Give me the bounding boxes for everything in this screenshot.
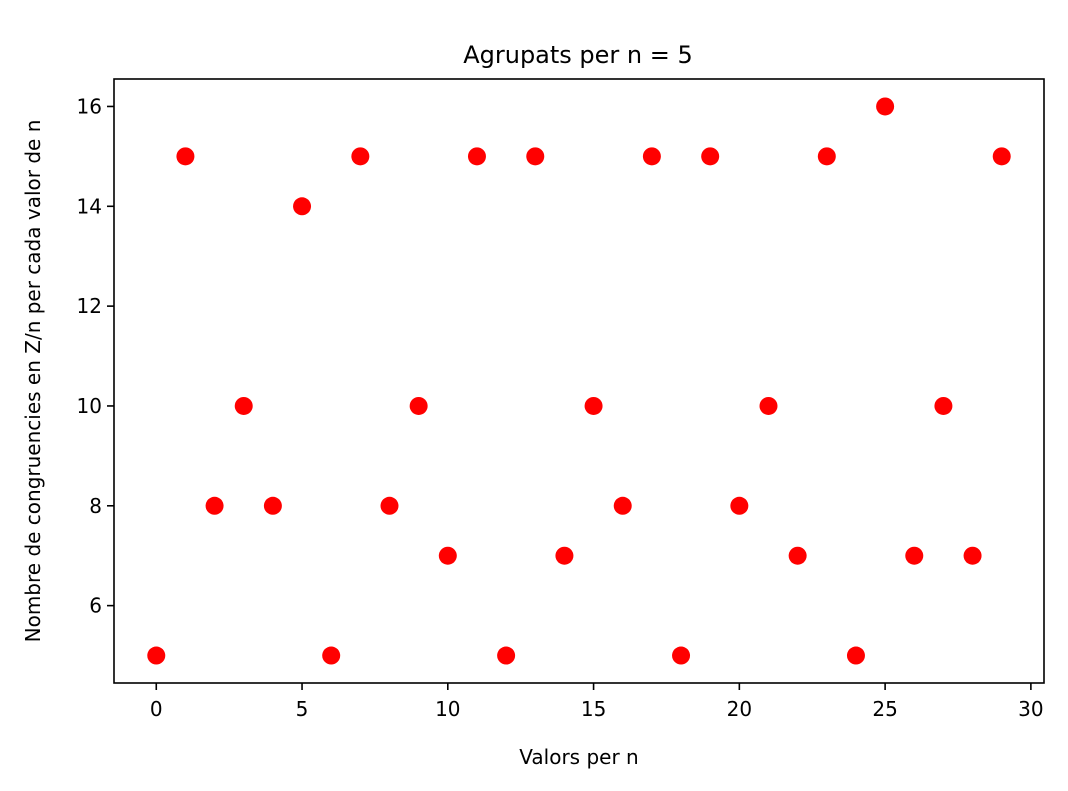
data-point — [205, 496, 224, 515]
data-point — [555, 546, 574, 565]
data-point — [642, 147, 661, 166]
data-point — [963, 546, 982, 565]
data-point — [438, 546, 457, 565]
data-point — [701, 147, 720, 166]
data-point — [846, 646, 865, 665]
x-tick-label: 30 — [1018, 697, 1043, 721]
y-axis-ticks: 6 8 10 12 14 16 — [77, 94, 114, 618]
data-point — [759, 396, 778, 415]
data-point — [934, 396, 953, 415]
data-point — [584, 396, 603, 415]
data-point — [613, 496, 632, 515]
data-point — [526, 147, 545, 166]
chart-title: Agrupats per n = 5 — [463, 41, 693, 69]
x-tick-label: 25 — [872, 697, 897, 721]
y-tick-label: 16 — [77, 94, 102, 118]
data-point — [234, 396, 253, 415]
data-point — [351, 147, 370, 166]
data-point — [147, 646, 166, 665]
data-point — [497, 646, 516, 665]
data-point — [409, 396, 428, 415]
y-tick-label: 6 — [89, 594, 102, 618]
data-point — [876, 97, 895, 116]
x-tick-label: 15 — [581, 697, 606, 721]
x-tick-label: 20 — [727, 697, 752, 721]
data-point — [322, 646, 341, 665]
data-points — [147, 97, 1011, 665]
y-tick-label: 12 — [77, 294, 102, 318]
data-point — [293, 197, 312, 216]
x-tick-label: 0 — [150, 697, 163, 721]
y-axis-label: Nombre de congruencies en Z/n per cada v… — [21, 120, 45, 643]
data-point — [380, 496, 399, 515]
x-axis-ticks: 0 5 10 15 20 25 30 — [150, 683, 1044, 721]
data-point — [788, 546, 807, 565]
data-point — [730, 496, 749, 515]
data-point — [672, 646, 691, 665]
x-tick-label: 5 — [296, 697, 309, 721]
x-tick-label: 10 — [435, 697, 460, 721]
data-point — [176, 147, 195, 166]
plot-area-frame — [113, 78, 1045, 684]
data-point — [905, 546, 924, 565]
x-axis-label: Valors per n — [519, 745, 638, 769]
y-tick-label: 8 — [89, 494, 102, 518]
data-point — [817, 147, 836, 166]
data-point — [263, 496, 282, 515]
y-tick-label: 14 — [77, 194, 102, 218]
data-point — [467, 147, 486, 166]
y-tick-label: 10 — [77, 394, 102, 418]
data-point — [992, 147, 1011, 166]
